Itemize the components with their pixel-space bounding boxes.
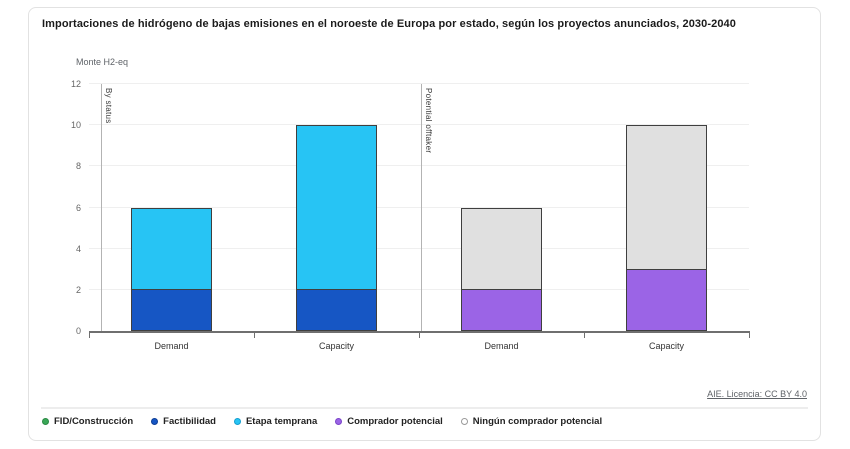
legend-item-label: Etapa temprana	[245, 416, 318, 427]
legend-item-etapa-temprana[interactable]: Etapa temprana	[233, 416, 318, 427]
legend: FID/Construcción Factibilidad Etapa tempra…	[42, 416, 602, 427]
bar-capacity-1	[295, 125, 378, 331]
x-tick-label: Capacity	[648, 341, 685, 351]
x-axis-tick	[254, 331, 255, 338]
legend-item-fid-construcci-n[interactable]: FID/Construcción	[42, 416, 133, 427]
y-axis-unit-label: Monte H2-eq	[76, 57, 129, 67]
legend-dot-icon	[233, 418, 241, 425]
group-label: By status	[103, 88, 113, 124]
legend-item-factibilidad[interactable]: Factibilidad	[151, 416, 216, 427]
x-tick-label: Demand	[484, 341, 519, 351]
gridline	[89, 288, 749, 290]
bar-segment-etapa-temprana[interactable]	[131, 208, 212, 290]
plot-area: By status Potential offtaker	[89, 83, 750, 338]
legend-dot-icon	[42, 418, 49, 425]
y-tick-label: 0	[75, 326, 81, 336]
gridline	[89, 124, 749, 126]
y-tick-label: 6	[75, 202, 81, 213]
gridline	[89, 206, 749, 208]
group-divider-line	[420, 84, 422, 331]
legend-item-label: Comprador potencial	[347, 416, 443, 427]
chart-title: Importaciones de hidrógeno de bajas emis…	[42, 18, 736, 30]
source-license-link[interactable]: AIE. Licencia: CC BY 4.0	[707, 389, 807, 399]
x-axis-tick	[749, 331, 750, 338]
bar-segment-comprador-potencial[interactable]	[626, 268, 707, 330]
legend-dot-icon	[460, 418, 468, 425]
legend-item-label: Factibilidad	[163, 416, 216, 427]
x-axis-tick	[419, 331, 420, 338]
y-tick-label: 8	[75, 161, 81, 172]
group-label: Potential offtaker	[423, 88, 433, 154]
bar-demand-0	[130, 207, 213, 331]
y-tick-label: 10	[70, 120, 81, 131]
legend-item-ning-n-comprador-potencial[interactable]: Ningún comprador potencial	[460, 416, 603, 427]
legend-item-comprador-potencial[interactable]: Comprador potencial	[335, 416, 443, 427]
chart-card: Importaciones de hidrógeno de bajas emis…	[28, 7, 821, 441]
bar-capacity-3	[625, 125, 708, 331]
bar-segment-etapa-temprana[interactable]	[296, 126, 377, 290]
bar-segment-comprador-potencial[interactable]	[461, 289, 542, 330]
legend-dot-icon	[151, 418, 159, 425]
bar-segment-factibilidad[interactable]	[131, 289, 212, 330]
x-axis-tick	[89, 331, 90, 338]
gridline	[89, 247, 749, 249]
y-tick-label: 2	[75, 284, 81, 295]
x-axis-tick	[584, 331, 585, 338]
gridline	[89, 83, 749, 84]
x-tick-label: Capacity	[318, 341, 355, 351]
group-divider-line	[100, 84, 102, 331]
x-axis-labels: Demand Capacity Demand Capacity	[89, 341, 749, 355]
y-tick-label: 12	[70, 79, 81, 89]
legend-item-label: Ningún comprador potencial	[472, 416, 603, 427]
legend-dot-icon	[335, 418, 343, 425]
legend-divider-line	[41, 407, 808, 409]
gridline	[89, 165, 749, 167]
bar-segment-ning-n-comprador-potencial[interactable]	[461, 208, 542, 290]
bar-demand-2	[460, 207, 543, 331]
y-tick-label: 4	[75, 243, 81, 254]
legend-item-label: FID/Construcción	[54, 416, 134, 427]
bar-segment-factibilidad[interactable]	[296, 289, 377, 330]
y-axis-labels: 0 2 4 6 8 10 12	[37, 79, 81, 336]
bar-segment-ning-n-comprador-potencial[interactable]	[626, 126, 707, 269]
x-tick-label: Demand	[154, 341, 189, 351]
